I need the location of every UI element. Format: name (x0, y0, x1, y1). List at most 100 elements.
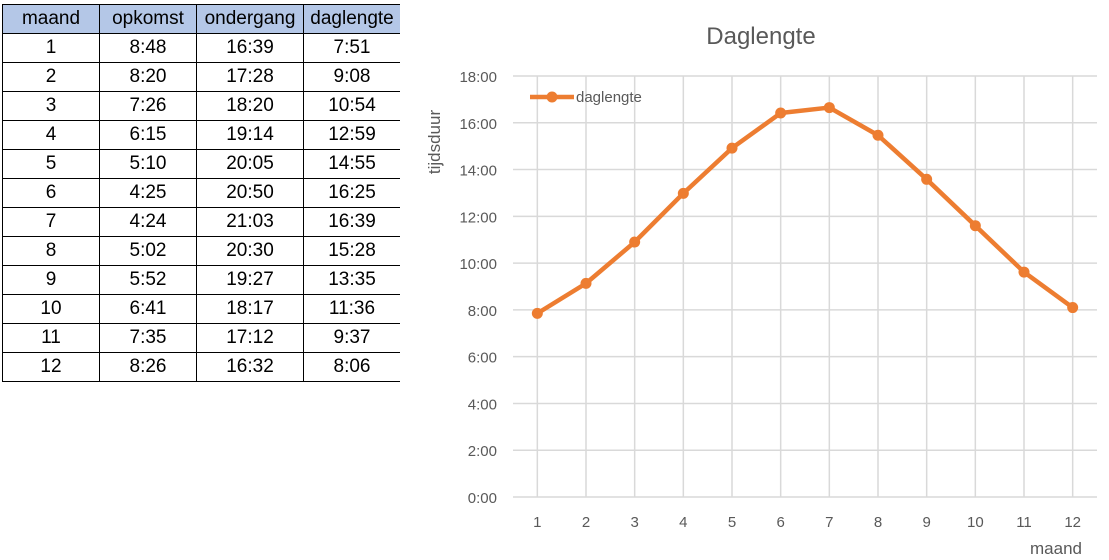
data-point[interactable] (1067, 302, 1079, 314)
table-cell[interactable]: 16:25 (303, 178, 401, 208)
table-cell[interactable]: 8 (2, 236, 100, 266)
table-cell[interactable]: 4:24 (99, 207, 197, 237)
table-cell[interactable]: 5 (2, 149, 100, 179)
chart-title: Daglengte (706, 23, 815, 50)
data-point[interactable] (580, 277, 592, 289)
table-cell[interactable]: 9:37 (303, 323, 401, 353)
y-tick-label: 10:00 (459, 256, 497, 273)
x-tick-label: 9 (922, 514, 930, 531)
table-cell[interactable]: 20:30 (196, 236, 304, 266)
legend-marker-swatch (546, 91, 558, 103)
header-daglengte[interactable]: daglengte (303, 4, 401, 34)
series-line (536, 105, 1074, 316)
table-cell[interactable]: 10:54 (303, 91, 401, 121)
table-cell[interactable]: 11:36 (303, 294, 401, 324)
data-point[interactable] (726, 142, 738, 154)
data-point[interactable] (775, 107, 787, 119)
table-cell[interactable]: 16:32 (196, 352, 304, 382)
table-cell[interactable]: 3 (2, 91, 100, 121)
table-cell[interactable]: 17:28 (196, 62, 304, 92)
legend-label: daglengte (576, 89, 642, 106)
y-tick-label: 6:00 (468, 350, 497, 367)
table-cell[interactable]: 8:26 (99, 352, 197, 382)
table-body: 1 8:48 16:39 7:51 2 8:20 17:28 9:08 3 7:26 18:20 10… (2, 33, 401, 382)
x-tick-label: 2 (582, 514, 590, 531)
y-tick-label: 8:00 (468, 303, 497, 320)
table-cell[interactable]: 7:26 (99, 91, 197, 121)
data-point[interactable] (921, 173, 933, 185)
table-cell[interactable]: 17:12 (196, 323, 304, 353)
table-cell[interactable]: 16:39 (303, 207, 401, 237)
table-cell[interactable]: 7 (2, 207, 100, 237)
table-row: 5 5:10 20:05 14:55 (2, 149, 401, 179)
table-cell[interactable]: 20:50 (196, 178, 304, 208)
header-ondergang[interactable]: ondergang (196, 4, 304, 34)
table-cell[interactable]: 1 (2, 33, 100, 63)
header-opkomst[interactable]: opkomst (99, 4, 197, 34)
x-axis-label: maand (1030, 539, 1082, 558)
gridlines (513, 75, 1097, 498)
table-row: 3 7:26 18:20 10:54 (2, 91, 401, 121)
table-cell[interactable]: 16:39 (196, 33, 304, 63)
data-point[interactable] (677, 187, 689, 199)
y-axis-label: tijdsduur (425, 110, 444, 175)
y-tick-label: 14:00 (459, 163, 497, 180)
table-cell[interactable]: 21:03 (196, 207, 304, 237)
table-cell[interactable]: 19:14 (196, 120, 304, 150)
table-row: 7 4:24 21:03 16:39 (2, 207, 401, 237)
data-point[interactable] (1018, 266, 1030, 278)
data-table: maand opkomst ondergang daglengte 1 8:48 1… (2, 4, 401, 382)
x-tick-label: 11 (1016, 514, 1032, 531)
table-cell[interactable]: 5:52 (99, 265, 197, 295)
table-row: 1 8:48 16:39 7:51 (2, 33, 401, 63)
table-cell[interactable]: 6:41 (99, 294, 197, 324)
x-tick-label: 4 (679, 514, 687, 531)
table-cell[interactable]: 12:59 (303, 120, 401, 150)
table-cell[interactable]: 7:51 (303, 33, 401, 63)
table-cell[interactable]: 9 (2, 265, 100, 295)
axes: 0:00 2:00 4:00 6:00 8:00 10:00 12:00 14:00 16:00… (459, 69, 1081, 531)
data-point[interactable] (823, 102, 835, 114)
table-cell[interactable]: 18:20 (196, 91, 304, 121)
table-row: 11 7:35 17:12 9:37 (2, 323, 401, 353)
table-cell[interactable]: 2 (2, 62, 100, 92)
table-cell[interactable]: 7:35 (99, 323, 197, 353)
y-tick-label: 16:00 (459, 116, 497, 133)
header-maand[interactable]: maand (2, 4, 100, 34)
table-cell[interactable]: 15:28 (303, 236, 401, 266)
table-row: 10 6:41 18:17 11:36 (2, 294, 401, 324)
x-tick-label: 6 (776, 514, 784, 531)
y-tick-label: 0:00 (468, 490, 497, 507)
y-tick-label: 4:00 (468, 396, 497, 413)
table-cell[interactable]: 6:15 (99, 120, 197, 150)
table-cell[interactable]: 14:55 (303, 149, 401, 179)
data-point[interactable] (531, 307, 543, 319)
table-cell[interactable]: 4 (2, 120, 100, 150)
x-tick-label: 12 (1064, 514, 1081, 531)
y-tick-label: 2:00 (468, 443, 497, 460)
table-cell[interactable]: 10 (2, 294, 100, 324)
data-point[interactable] (629, 236, 641, 248)
table-cell[interactable]: 13:35 (303, 265, 401, 295)
table-cell[interactable]: 5:02 (99, 236, 197, 266)
y-tick-label: 18:00 (459, 69, 497, 86)
table-cell[interactable]: 18:17 (196, 294, 304, 324)
table-cell[interactable]: 9:08 (303, 62, 401, 92)
x-tick-label: 1 (533, 514, 541, 531)
table-cell[interactable]: 20:05 (196, 149, 304, 179)
x-tick-label: 7 (825, 514, 833, 531)
legend: daglengte (530, 89, 642, 106)
table-cell[interactable]: 6 (2, 178, 100, 208)
table-cell[interactable]: 19:27 (196, 265, 304, 295)
table-cell[interactable]: 4:25 (99, 178, 197, 208)
table-cell[interactable]: 8:06 (303, 352, 401, 382)
table-header-row: maand opkomst ondergang daglengte (2, 4, 401, 34)
data-point[interactable] (969, 220, 981, 232)
data-point[interactable] (872, 129, 884, 141)
table-cell[interactable]: 12 (2, 352, 100, 382)
table-cell[interactable]: 8:20 (99, 62, 197, 92)
table-cell[interactable]: 5:10 (99, 149, 197, 179)
chart-container[interactable]: Daglengte 0:00 2:00 4:00 6:00 8:00 10:00 12:00… (400, 0, 1109, 560)
table-cell[interactable]: 11 (2, 323, 100, 353)
table-cell[interactable]: 8:48 (99, 33, 197, 63)
